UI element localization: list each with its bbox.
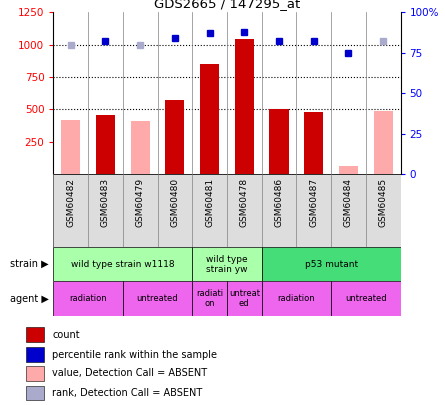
Text: untreated: untreated — [137, 294, 178, 303]
Bar — [96, 115, 115, 174]
Text: GSM60486: GSM60486 — [275, 178, 283, 227]
Bar — [304, 112, 323, 174]
Text: strain ▶: strain ▶ — [10, 259, 49, 269]
Bar — [123, 281, 192, 316]
Bar — [192, 281, 227, 316]
Bar — [131, 121, 150, 174]
Text: radiation: radiation — [278, 294, 315, 303]
Bar — [166, 100, 184, 174]
Bar — [26, 366, 44, 381]
Text: wild type
strain yw: wild type strain yw — [206, 255, 248, 274]
Text: GSM60484: GSM60484 — [344, 178, 353, 227]
Text: count: count — [53, 330, 80, 339]
Text: GSM60479: GSM60479 — [136, 178, 145, 227]
Bar — [270, 109, 288, 174]
Bar — [200, 64, 219, 174]
Bar — [331, 281, 400, 316]
Title: GDS2665 / 147295_at: GDS2665 / 147295_at — [154, 0, 300, 10]
Text: GSM60480: GSM60480 — [170, 178, 179, 227]
Bar — [53, 281, 123, 316]
Text: agent ▶: agent ▶ — [10, 294, 49, 304]
Text: untreat
ed: untreat ed — [229, 289, 260, 308]
Text: GSM60485: GSM60485 — [379, 178, 388, 227]
Text: radiation: radiation — [69, 294, 107, 303]
Text: GSM60483: GSM60483 — [101, 178, 110, 227]
Bar — [339, 166, 358, 174]
Bar — [192, 247, 262, 281]
Text: p53 mutant: p53 mutant — [304, 260, 358, 269]
Text: wild type strain w1118: wild type strain w1118 — [71, 260, 174, 269]
Bar — [374, 111, 392, 174]
Text: GSM60478: GSM60478 — [240, 178, 249, 227]
Text: radiati
on: radiati on — [196, 289, 223, 308]
Text: GSM60481: GSM60481 — [205, 178, 214, 227]
Bar — [26, 347, 44, 362]
Text: percentile rank within the sample: percentile rank within the sample — [53, 350, 217, 360]
Bar — [235, 39, 254, 174]
Bar — [26, 327, 44, 342]
Bar — [61, 120, 80, 174]
Bar — [53, 247, 192, 281]
Text: value, Detection Call = ABSENT: value, Detection Call = ABSENT — [53, 369, 207, 378]
Text: GSM60487: GSM60487 — [309, 178, 318, 227]
Text: rank, Detection Call = ABSENT: rank, Detection Call = ABSENT — [53, 388, 202, 398]
Bar — [262, 247, 400, 281]
Bar — [262, 281, 331, 316]
Text: untreated: untreated — [345, 294, 387, 303]
Text: GSM60482: GSM60482 — [66, 178, 75, 227]
Bar — [227, 281, 262, 316]
Bar — [26, 386, 44, 400]
